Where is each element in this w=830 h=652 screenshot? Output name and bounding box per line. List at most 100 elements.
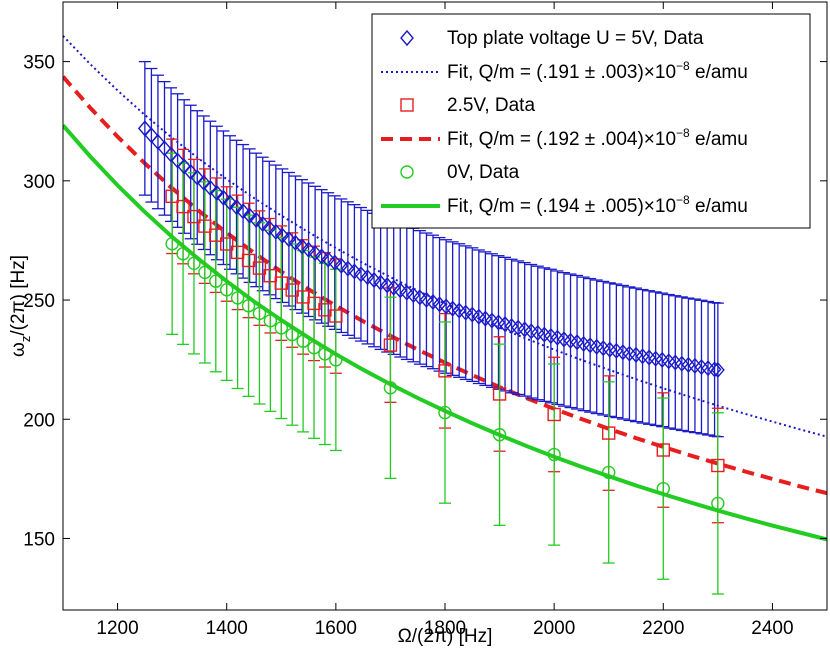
data-point-circle (329, 353, 343, 367)
y-tick-label: 200 (23, 410, 55, 431)
data-point-square (176, 199, 190, 214)
legend-label-2-5v-fit: Fit, Q/m = (.192 ± .004)×10−8 e/amu (447, 126, 748, 150)
data-point-diamond (196, 174, 211, 191)
data-point-diamond (308, 244, 323, 262)
legend-label-0v-data: 0V, Data (447, 162, 520, 183)
data-point-diamond (183, 163, 198, 181)
data-point-diamond (321, 251, 336, 268)
legend-label-2-5v-fit-tail: e/amu (690, 129, 748, 150)
data-point-diamond (710, 361, 725, 378)
data-point-diamond (190, 169, 205, 186)
data-point-diamond (347, 263, 362, 280)
data-point-circle (492, 428, 507, 442)
legend-label-0v-fit-tail: e/amu (690, 196, 748, 217)
data-point-circle (274, 321, 288, 335)
data-point-diamond (314, 248, 329, 265)
data-point-circle (438, 405, 452, 420)
data-point-diamond (327, 254, 342, 271)
data-point-circle (252, 306, 267, 321)
x-tick-label: 2400 (751, 618, 793, 639)
data-point-diamond (157, 140, 172, 157)
data-point-diamond (288, 234, 303, 251)
legend-label-5v-fit: Fit, Q/m = (.191 ± .003)×10−8 e/amu (447, 59, 748, 83)
data-point-diamond (255, 215, 270, 233)
data-point-diamond (151, 133, 165, 151)
data-point-square (438, 364, 452, 378)
data-markers (137, 120, 725, 511)
y-tick-label: 250 (23, 291, 55, 312)
legend-label-2-5v-data: 2.5V, Data (447, 95, 535, 116)
data-point-diamond (262, 219, 277, 237)
data-point-circle (209, 274, 223, 288)
data-point-diamond (295, 238, 309, 255)
data-point-circle (296, 334, 310, 348)
data-point-circle (656, 481, 670, 496)
data-point-diamond (707, 361, 722, 378)
y-axis-label-main: ω (8, 342, 29, 357)
data-point-diamond (249, 211, 264, 229)
data-point-circle (176, 247, 190, 261)
legend-label-0v-fit-main: Fit, Q/m = (.194 ± .005)×10 (447, 196, 676, 217)
data-point-circle (547, 447, 561, 462)
y-tick-label: 300 (23, 172, 55, 193)
data-point-square (241, 253, 256, 268)
legend-symbols (381, 29, 440, 208)
x-tick-label: 1200 (96, 618, 138, 639)
error-bars (138, 60, 724, 595)
y-axis-label: ωz/(2π) [Hz] (8, 255, 33, 357)
legend-label-2-5v-fit-sup: −8 (676, 126, 690, 140)
legend-label-5v-fit-main: Fit, Q/m = (.191 ± .003)×10 (447, 62, 676, 83)
data-point-square (230, 245, 245, 260)
data-point-square (252, 261, 267, 275)
data-point-circle (165, 237, 179, 251)
legend-symbol-circle (400, 165, 414, 179)
data-point-square (383, 338, 398, 352)
data-point-diamond (216, 189, 231, 206)
data-point-diamond (275, 227, 290, 244)
axis-ticks: 1200 1400 1600 1800 2000 2200 2400 150 200 250 300… (23, 2, 827, 639)
data-point-circle (318, 347, 332, 361)
data-point-square (187, 209, 201, 224)
data-point-diamond (340, 260, 355, 277)
data-point-diamond (170, 152, 185, 169)
data-point-diamond (360, 269, 375, 286)
data-point-square (220, 237, 234, 251)
x-tick-label: 2200 (642, 618, 684, 639)
data-point-diamond (223, 194, 237, 211)
legend-label-5v-fit-sup: −8 (676, 59, 690, 73)
data-point-circle (198, 265, 212, 280)
y-axis-label-rest: /(2π) [Hz] (8, 255, 29, 336)
data-point-circle (307, 341, 321, 355)
data-point-diamond (164, 146, 178, 163)
data-point-diamond (282, 231, 296, 248)
x-tick-label: 1400 (206, 618, 248, 639)
x-tick-label: 1600 (315, 618, 357, 639)
data-point-circle (711, 496, 725, 511)
legend-label-2-5v-fit-main: Fit, Q/m = (.192 ± .004)×10 (447, 129, 676, 150)
y-tick-label: 150 (23, 529, 55, 550)
data-point-circle (230, 291, 245, 305)
data-point-diamond (209, 184, 224, 202)
data-point-circle (602, 465, 616, 480)
data-point-square (711, 458, 725, 473)
data-point-diamond (301, 241, 316, 258)
data-point-diamond (354, 266, 368, 283)
data-point-square (602, 426, 616, 440)
legend: Top plate voltage U = 5V, Data Fit, Q/m … (371, 13, 811, 229)
data-point-square (209, 228, 223, 242)
data-point-square (547, 407, 561, 422)
data-point-square (285, 283, 299, 297)
data-point-circle (187, 256, 201, 271)
data-point-square (656, 443, 670, 457)
data-point-square (329, 309, 343, 323)
legend-label-0v-fit-sup: −8 (676, 193, 690, 207)
data-point-square (198, 219, 212, 233)
data-point-diamond (268, 223, 283, 240)
data-point-diamond (334, 257, 349, 274)
data-point-circle (383, 381, 398, 395)
x-tick-label: 2000 (533, 618, 575, 639)
data-point-diamond (229, 198, 244, 216)
data-point-square (263, 269, 278, 283)
data-point-square (492, 387, 507, 401)
